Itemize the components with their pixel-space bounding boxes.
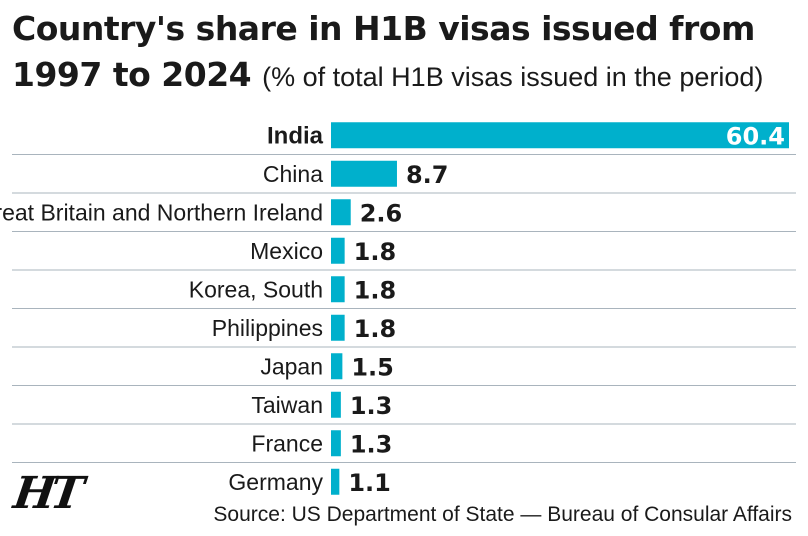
value-label-korea-south: 1.8: [354, 276, 397, 304]
bar-india: [331, 122, 789, 149]
bar-great-britain-and-northern-ireland: [331, 199, 351, 226]
value-label-france: 1.3: [350, 430, 393, 458]
value-label-mexico: 1.8: [354, 238, 397, 266]
category-label-china: China: [263, 161, 323, 187]
category-label-korea-south: Korea, South: [189, 276, 323, 302]
chart-title: Country's share in H1B visas issued from…: [12, 6, 802, 100]
value-label-india: 60.4: [726, 122, 785, 150]
bar-mexico: [331, 237, 345, 264]
category-label-taiwan: Taiwan: [251, 392, 323, 418]
value-label-china: 8.7: [406, 161, 449, 189]
chart-title-text: Country's share in H1B visas issued from…: [12, 9, 755, 94]
bar-philippines: [331, 314, 345, 341]
category-label-japan: Japan: [260, 353, 323, 379]
value-label-japan: 1.5: [351, 353, 394, 381]
bar-germany: [331, 468, 340, 495]
category-label-mexico: Mexico: [250, 238, 323, 264]
chart-subtitle: (% of total H1B visas issued in the peri…: [262, 62, 764, 92]
category-label-great-britain-and-northern-ireland: Great Britain and Northern Ireland: [0, 199, 323, 225]
category-label-philippines: Philippines: [212, 315, 323, 341]
ht-logo: HT: [10, 468, 82, 519]
value-label-germany: 1.1: [348, 469, 391, 497]
category-label-india: India: [267, 122, 324, 149]
value-label-taiwan: 1.3: [350, 392, 393, 420]
bar-korea-south: [331, 276, 345, 303]
source-note: Source: US Department of State — Bureau …: [213, 503, 792, 526]
bar-taiwan: [331, 391, 341, 418]
value-label-philippines: 1.8: [354, 315, 397, 343]
category-label-germany: Germany: [228, 469, 323, 495]
bar-france: [331, 430, 341, 457]
value-label-great-britain-and-northern-ireland: 2.6: [360, 199, 403, 227]
category-label-france: France: [251, 430, 323, 456]
bar-japan: [331, 353, 343, 380]
bar-china: [331, 160, 397, 187]
